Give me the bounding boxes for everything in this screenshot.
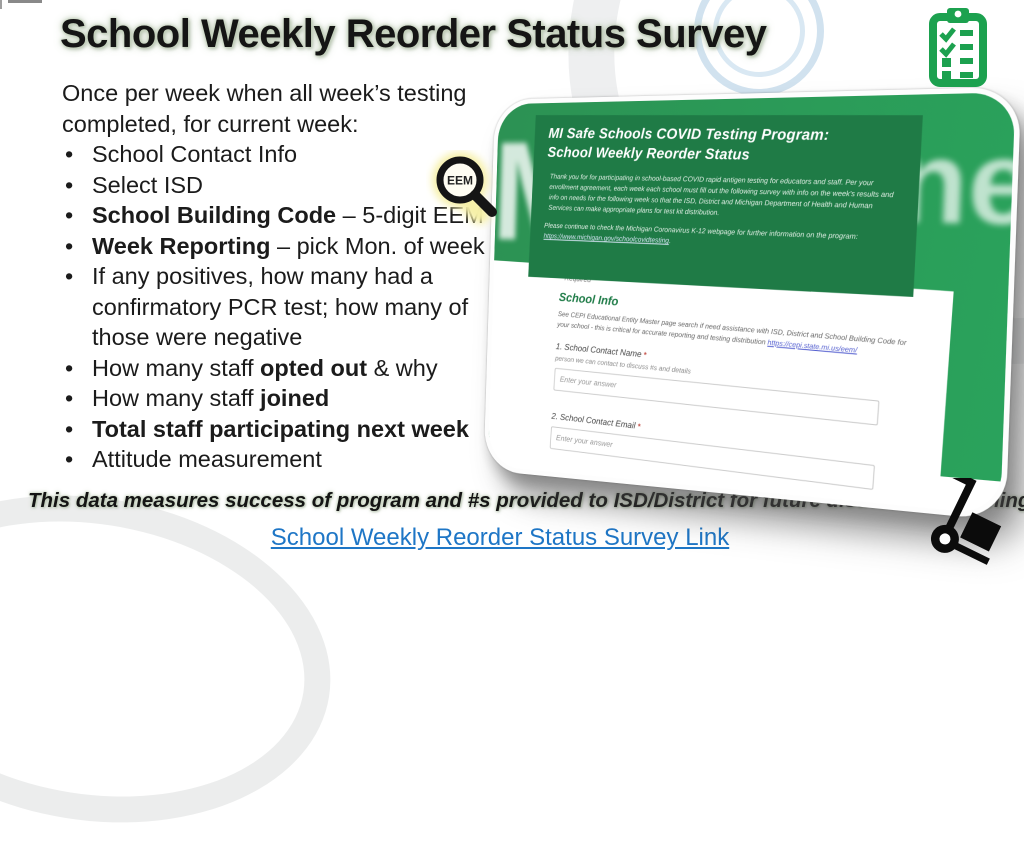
slide-body-text: Once per week when all week’s testing co… (62, 78, 492, 475)
bullet-item: School Contact Info (62, 139, 492, 170)
eem-magnifier-icon: EEM (432, 152, 497, 225)
survey-link[interactable]: School Weekly Reorder Status Survey Link (270, 524, 730, 551)
form-intro-paragraph: Thank you for for participating in schoo… (548, 171, 894, 217)
bullet-item: How many staff joined (62, 383, 492, 414)
slide-title: School Weekly Reorder Status Survey (60, 12, 767, 56)
bullet-item: Total staff participating next week (62, 414, 492, 445)
background-swoosh-bottom-left (0, 462, 355, 856)
corner-artifact (8, 0, 42, 3)
bullet-item: Week Reporting – pick Mon. of week (62, 231, 492, 262)
form-body: * Required School Info See CEPI Educatio… (483, 258, 955, 521)
eem-label: EEM (447, 174, 473, 188)
corner-artifact (0, 0, 2, 9)
bullet-item: Attitude measurement (62, 444, 492, 475)
bullet-item: School Building Code – 5-digit EEM (62, 200, 492, 231)
form-header: MI Safe Schools COVID Testing Program: Sc… (528, 114, 923, 297)
clipboard-checklist-icon (929, 8, 987, 87)
bullet-list: School Contact Info Select ISD School Bu… (62, 139, 492, 475)
form-title: MI Safe Schools COVID Testing Program: Sc… (547, 125, 830, 164)
bullet-item: Select ISD (62, 170, 492, 201)
bullet-item: How many staff opted out & why (62, 353, 492, 384)
form-screenshot-card: M ne * Required School Info See CEPI Edu… (483, 86, 1022, 521)
hand-truck-icon (930, 478, 1002, 565)
bullet-item: If any positives, how many had a confirm… (62, 261, 492, 353)
form-check-paragraph: Please continue to check the Michigan Co… (543, 220, 858, 245)
intro-text: Once per week when all week’s testing co… (62, 80, 467, 137)
